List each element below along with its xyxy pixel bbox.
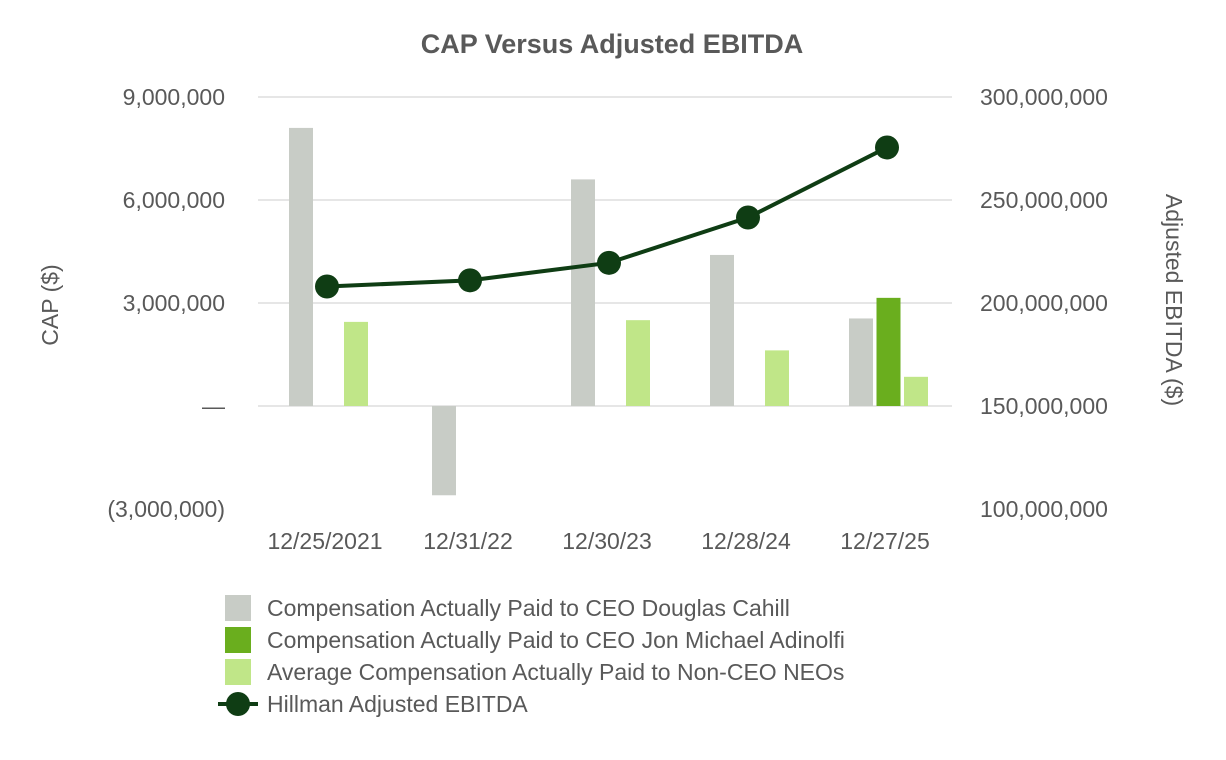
gridlines xyxy=(258,96,952,407)
chart: CAP Versus Adjusted EBITDA (3,000,000) — 3… xyxy=(37,29,1187,554)
left-tick-label: 6,000,000 xyxy=(123,187,225,213)
left-axis-title: CAP ($) xyxy=(37,264,63,345)
left-tick-label: (3,000,000) xyxy=(107,496,225,522)
right-axis: 100,000,000 150,000,000 200,000,000 250,000… xyxy=(980,84,1108,522)
x-axis: 12/25/2021 12/31/22 12/30/23 12/28/24 12/27/… xyxy=(267,528,929,554)
legend-line-marker-ebitda xyxy=(218,691,258,717)
right-tick-label: 300,000,000 xyxy=(980,84,1108,110)
bar-ceo-cahill xyxy=(289,127,313,407)
x-tick-label: 12/25/2021 xyxy=(267,528,382,554)
legend-swatch-cahill xyxy=(225,595,251,621)
legend-label-adinolfi: Compensation Actually Paid to CEO Jon Mi… xyxy=(267,626,845,653)
legend-swatch-neos xyxy=(225,659,251,685)
bar-neo-average xyxy=(344,321,368,406)
bar-ceo-cahill xyxy=(849,318,873,406)
left-tick-label: 9,000,000 xyxy=(123,84,225,110)
legend-label-neos: Average Compensation Actually Paid to No… xyxy=(267,658,845,685)
legend-item-cahill: Compensation Actually Paid to CEO Dougla… xyxy=(218,592,845,624)
bar-neo-average xyxy=(904,376,928,406)
right-axis-title: Adjusted EBITDA ($) xyxy=(1161,194,1187,406)
left-tick-label: — xyxy=(202,393,225,419)
right-tick-label: 150,000,000 xyxy=(980,393,1108,419)
bar-neo-average xyxy=(626,320,650,406)
x-tick-label: 12/31/22 xyxy=(423,528,513,554)
right-tick-label: 250,000,000 xyxy=(980,187,1108,213)
x-tick-label: 12/30/23 xyxy=(562,528,652,554)
ebitda-point xyxy=(458,268,482,293)
chart-title: CAP Versus Adjusted EBITDA xyxy=(421,29,804,59)
bar-neo-average xyxy=(765,350,789,406)
bar-ceo-adinolfi xyxy=(876,297,901,406)
legend: Compensation Actually Paid to CEO Dougla… xyxy=(218,592,845,720)
bar-ceo-cahill xyxy=(710,254,734,406)
legend-label-ebitda: Hillman Adjusted EBITDA xyxy=(267,690,528,717)
bar-ceo-cahill xyxy=(571,179,595,406)
ebitda-point xyxy=(597,250,621,275)
legend-item-ebitda: Hillman Adjusted EBITDA xyxy=(218,688,845,720)
legend-label-cahill: Compensation Actually Paid to CEO Dougla… xyxy=(267,594,790,621)
left-tick-label: 3,000,000 xyxy=(123,290,225,316)
left-axis: (3,000,000) — 3,000,000 6,000,000 9,000,000 xyxy=(107,84,225,522)
x-tick-label: 12/28/24 xyxy=(701,528,791,554)
ebitda-line xyxy=(315,135,899,299)
legend-item-adinolfi: Compensation Actually Paid to CEO Jon Mi… xyxy=(218,624,845,656)
legend-item-neos: Average Compensation Actually Paid to No… xyxy=(218,656,845,688)
ebitda-point xyxy=(736,205,760,230)
right-tick-label: 100,000,000 xyxy=(980,496,1108,522)
right-tick-label: 200,000,000 xyxy=(980,290,1108,316)
legend-swatch-adinolfi xyxy=(225,627,251,653)
bar-ceo-cahill xyxy=(432,406,456,496)
ebitda-point xyxy=(875,135,899,160)
ebitda-point xyxy=(315,274,339,299)
bars xyxy=(289,127,928,496)
x-tick-label: 12/27/25 xyxy=(840,528,930,554)
